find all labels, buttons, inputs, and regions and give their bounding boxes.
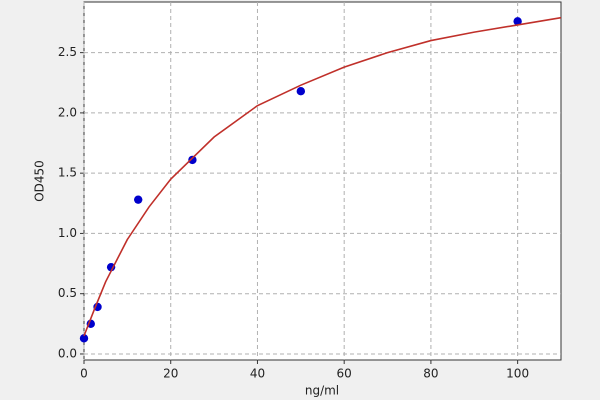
- data-point: [296, 86, 306, 96]
- x-axis-label: ng/ml: [305, 384, 339, 398]
- data-point: [134, 195, 143, 204]
- x-tick-label: 0: [80, 367, 88, 381]
- x-tick-label: 80: [423, 367, 438, 381]
- data-point: [79, 334, 89, 343]
- y-tick-label: 1.5: [58, 166, 77, 180]
- fit-curve: [83, 16, 562, 337]
- y-tick-label: 2.5: [58, 45, 77, 59]
- x-tick-label: 60: [337, 367, 352, 381]
- data-point: [188, 155, 197, 165]
- x-tick-label: 100: [506, 367, 529, 381]
- y-tick-label: 0.5: [58, 286, 77, 300]
- y-axis-label: OD450: [33, 160, 47, 202]
- y-tick-label: 1.0: [58, 226, 77, 240]
- y-tick-label: 0.0: [58, 346, 77, 360]
- data-point: [106, 262, 116, 272]
- y-tick-label: 2.0: [58, 105, 77, 119]
- plot-area: [83, 1, 562, 361]
- x-tick-label: 20: [163, 367, 178, 381]
- data-point: [513, 17, 522, 26]
- x-tick-label: 40: [250, 367, 265, 381]
